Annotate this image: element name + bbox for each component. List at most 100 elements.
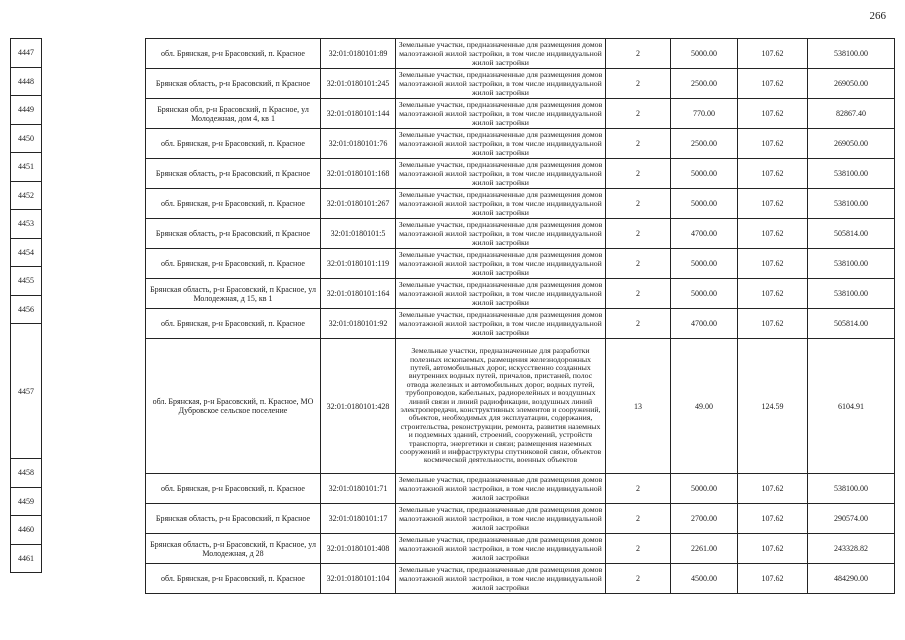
- land-description-cell: Земельные участки, предназначенные для р…: [395, 188, 606, 219]
- count-cell: 2: [605, 473, 671, 504]
- value-cell: 484290.00: [807, 563, 895, 594]
- table-row-id: 4459: [10, 486, 42, 516]
- value-cell: 538100.00: [807, 473, 895, 504]
- location-cell: Брянская область, р-н Брасовский, п Крас…: [145, 158, 321, 189]
- location-cell: Брянская обл, р-н Брасовский, п Красное,…: [145, 98, 321, 129]
- table-row-id: 4449: [10, 95, 42, 125]
- cadastral-number-cell: 32:01:0180101:168: [320, 158, 396, 189]
- area-cell: 4700.00: [670, 218, 738, 249]
- area-cell: 2500.00: [670, 68, 738, 99]
- rate-cell: 107.62: [737, 98, 808, 129]
- location-cell: Брянская область, р-н Брасовский, п Крас…: [145, 278, 321, 309]
- area-cell: 5000.00: [670, 473, 738, 504]
- cadastral-number-cell: 32:01:0180101:17: [320, 503, 396, 534]
- rate-cell: 107.62: [737, 248, 808, 279]
- row-id-cell: 4459: [10, 486, 42, 516]
- location-cell: обл. Брянская, р-н Брасовский, п. Красно…: [145, 338, 321, 474]
- count-cell: 2: [605, 38, 671, 69]
- land-description-cell: Земельные участки, предназначенные для р…: [395, 338, 606, 474]
- parcels-table: обл. Брянская, р-н Брасовский, п. Красно…: [145, 38, 895, 594]
- table-row-id: 4447: [10, 38, 42, 68]
- count-cell: 2: [605, 218, 671, 249]
- area-cell: 2500.00: [670, 128, 738, 159]
- value-cell: 505814.00: [807, 218, 895, 249]
- location-cell: обл. Брянская, р-н Брасовский, п. Красно…: [145, 248, 321, 279]
- cadastral-number-cell: 32:01:0180101:76: [320, 128, 396, 159]
- rate-cell: 107.62: [737, 503, 808, 534]
- area-cell: 5000.00: [670, 188, 738, 219]
- row-id-cell: 4460: [10, 515, 42, 545]
- value-cell: 269050.00: [807, 128, 895, 159]
- rate-cell: 124.59: [737, 338, 808, 474]
- land-description-cell: Земельные участки, предназначенные для р…: [395, 158, 606, 189]
- count-cell: 13: [605, 338, 671, 474]
- land-description-cell: Земельные участки, предназначенные для р…: [395, 503, 606, 534]
- table-row-id: 4454: [10, 237, 42, 267]
- table-row: Брянская область, р-н Брасовский, п Крас…: [145, 503, 895, 534]
- value-cell: 243328.82: [807, 533, 895, 564]
- value-cell: 269050.00: [807, 68, 895, 99]
- row-id-cell: 4449: [10, 95, 42, 125]
- value-cell: 82867.40: [807, 98, 895, 129]
- table-row-id: 4461: [10, 543, 42, 573]
- location-cell: обл. Брянская, р-н Брасовский, п. Красно…: [145, 473, 321, 504]
- table-row: Брянская обл, р-н Брасовский, п Красное,…: [145, 98, 895, 129]
- cadastral-number-cell: 32:01:0180101:164: [320, 278, 396, 309]
- cadastral-number-cell: 32:01:0180101:89: [320, 38, 396, 69]
- area-cell: 5000.00: [670, 248, 738, 279]
- row-id-cell: 4461: [10, 543, 42, 573]
- location-cell: обл. Брянская, р-н Брасовский, п. Красно…: [145, 38, 321, 69]
- cadastral-number-cell: 32:01:0180101:119: [320, 248, 396, 279]
- table-row: обл. Брянская, р-н Брасовский, п. Красно…: [145, 563, 895, 594]
- land-description-cell: Земельные участки, предназначенные для р…: [395, 278, 606, 309]
- count-cell: 2: [605, 308, 671, 339]
- land-description-cell: Земельные участки, предназначенные для р…: [395, 563, 606, 594]
- cadastral-number-cell: 32:01:0180101:92: [320, 308, 396, 339]
- rate-cell: 107.62: [737, 38, 808, 69]
- area-cell: 5000.00: [670, 38, 738, 69]
- page-number: 266: [869, 10, 887, 22]
- cadastral-number-cell: 32:01:0180101:71: [320, 473, 396, 504]
- table-row-id: 4456: [10, 294, 42, 324]
- table-row-id: 4457: [10, 323, 42, 459]
- table-row: обл. Брянская, р-н Брасовский, п. Красно…: [145, 38, 895, 69]
- row-id-cell: 4447: [10, 38, 42, 68]
- location-cell: обл. Брянская, р-н Брасовский, п. Красно…: [145, 128, 321, 159]
- table-row: обл. Брянская, р-н Брасовский, п. Красно…: [145, 308, 895, 339]
- count-cell: 2: [605, 68, 671, 99]
- rate-cell: 107.62: [737, 533, 808, 564]
- count-cell: 2: [605, 188, 671, 219]
- area-cell: 2261.00: [670, 533, 738, 564]
- row-id-cell: 4452: [10, 180, 42, 210]
- cadastral-number-cell: 32:01:0180101:428: [320, 338, 396, 474]
- table-row-id: 4448: [10, 66, 42, 96]
- table-row-id: 4455: [10, 266, 42, 296]
- rate-cell: 107.62: [737, 473, 808, 504]
- value-cell: 6104.91: [807, 338, 895, 474]
- location-cell: Брянская область, р-н Брасовский, п Крас…: [145, 218, 321, 249]
- rate-cell: 107.62: [737, 278, 808, 309]
- location-cell: обл. Брянская, р-н Брасовский, п. Красно…: [145, 563, 321, 594]
- area-cell: 5000.00: [670, 158, 738, 189]
- table-row: Брянская область, р-н Брасовский, п Крас…: [145, 68, 895, 99]
- row-id-column: 4447 4448 4449 4450 4451 4452 4453 4454 …: [10, 38, 42, 573]
- value-cell: 538100.00: [807, 278, 895, 309]
- table-row: обл. Брянская, р-н Брасовский, п. Красно…: [145, 248, 895, 279]
- land-description-cell: Земельные участки, предназначенные для р…: [395, 218, 606, 249]
- cadastral-number-cell: 32:01:0180101:267: [320, 188, 396, 219]
- table-row: обл. Брянская, р-н Брасовский, п. Красно…: [145, 338, 895, 474]
- table-row-id: 4453: [10, 209, 42, 239]
- table-row: обл. Брянская, р-н Брасовский, п. Красно…: [145, 128, 895, 159]
- area-cell: 4500.00: [670, 563, 738, 594]
- table-row-id: 4458: [10, 458, 42, 488]
- value-cell: 538100.00: [807, 158, 895, 189]
- table-row: обл. Брянская, р-н Брасовский, п. Красно…: [145, 473, 895, 504]
- table-row: Брянская область, р-н Брасовский, п Крас…: [145, 533, 895, 564]
- table-row: Брянская область, р-н Брасовский, п Крас…: [145, 278, 895, 309]
- row-id-cell: 4453: [10, 209, 42, 239]
- row-id-cell: 4457: [10, 323, 42, 459]
- rate-cell: 107.62: [737, 218, 808, 249]
- value-cell: 290574.00: [807, 503, 895, 534]
- row-id-cell: 4448: [10, 66, 42, 96]
